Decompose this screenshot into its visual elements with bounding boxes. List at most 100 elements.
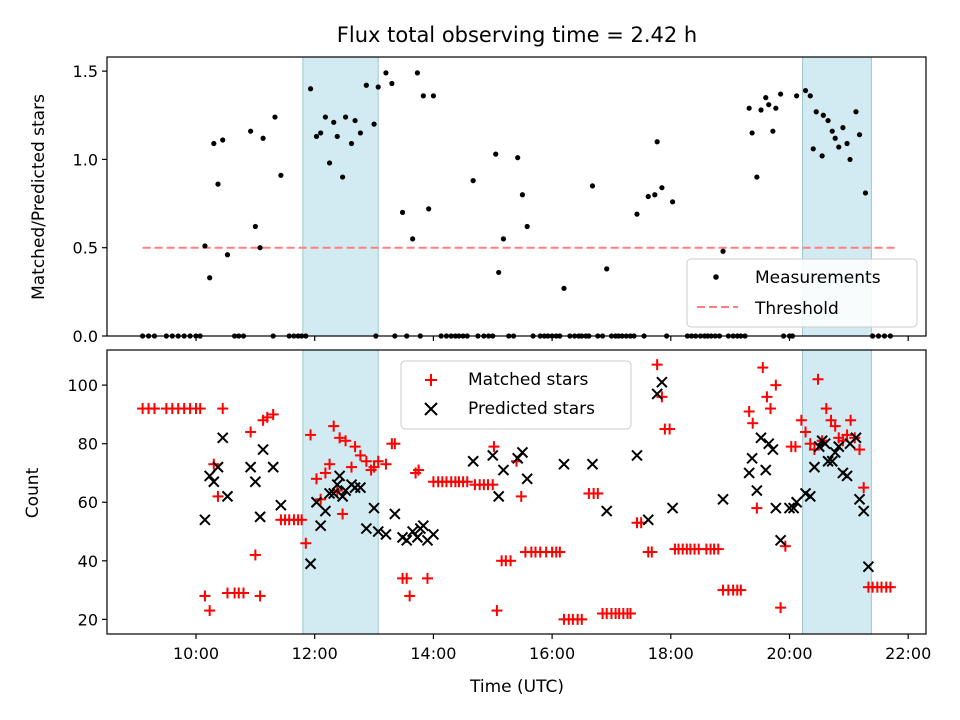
predicted-star-point bbox=[833, 440, 845, 453]
measurement-point bbox=[634, 211, 640, 217]
measurement-point bbox=[810, 146, 816, 152]
matched-star-point bbox=[841, 429, 853, 441]
matched-stars-points bbox=[137, 359, 896, 625]
matched-star-point bbox=[349, 441, 361, 453]
matched-star-point bbox=[249, 549, 261, 561]
predicted-star-point bbox=[199, 514, 211, 526]
predicted-star-point bbox=[411, 531, 424, 544]
matched-star-point bbox=[372, 455, 384, 467]
predicted-star-point bbox=[755, 432, 767, 444]
matched-star-point bbox=[261, 411, 273, 423]
predicted-star-point bbox=[319, 505, 332, 517]
predicted-star-point bbox=[267, 461, 279, 473]
measurement-point bbox=[645, 193, 651, 200]
legend-measurement-marker bbox=[713, 274, 719, 280]
matched-star-point bbox=[735, 584, 747, 596]
measurement-point bbox=[340, 174, 346, 180]
matched-star-point bbox=[217, 403, 229, 415]
predicted-star-point bbox=[642, 514, 654, 526]
legend-measurements-label: Measurements bbox=[755, 268, 881, 288]
top-y-tick-label: 1.0 bbox=[73, 150, 98, 169]
measurement-point bbox=[802, 87, 809, 94]
matched-star-point bbox=[820, 403, 832, 415]
matched-star-point bbox=[212, 490, 224, 502]
matched-star-point bbox=[380, 458, 392, 470]
measurement-point bbox=[519, 192, 526, 198]
matched-star-point bbox=[664, 423, 676, 435]
bottom-shaded-region-2 bbox=[802, 349, 872, 635]
matched-star-point bbox=[757, 362, 769, 374]
predicted-star-point bbox=[790, 496, 803, 508]
predicted-star-point bbox=[497, 464, 510, 476]
measurement-point bbox=[352, 117, 358, 124]
bottom-x-tick-label: 22:00 bbox=[885, 644, 931, 663]
bottom-x-tick-label: 10:00 bbox=[173, 644, 219, 663]
measurement-point bbox=[322, 114, 328, 120]
measurement-point bbox=[470, 178, 476, 184]
matched-star-point bbox=[765, 403, 777, 415]
predicted-star-point bbox=[257, 443, 269, 456]
matched-star-point bbox=[328, 420, 340, 432]
measurement-point bbox=[746, 105, 752, 111]
matched-star-point bbox=[354, 449, 366, 461]
measurement-point bbox=[524, 223, 530, 230]
measurement-point bbox=[326, 160, 333, 166]
top-y-tick-label: 0.5 bbox=[73, 239, 98, 258]
x-axis-label: Time (UTC) bbox=[469, 677, 564, 697]
matched-star-point bbox=[245, 426, 257, 438]
bottom-y-tick-label: 20 bbox=[78, 610, 98, 629]
measurement-point bbox=[252, 223, 258, 230]
measurement-point bbox=[749, 130, 755, 136]
measurement-point bbox=[770, 128, 776, 134]
matched-star-point bbox=[775, 602, 787, 614]
matched-star-point bbox=[747, 417, 759, 429]
matched-star-point bbox=[267, 408, 279, 420]
predicted-star-point bbox=[487, 449, 499, 462]
measurement-point bbox=[207, 275, 213, 281]
measurement-point bbox=[500, 236, 507, 242]
bottom-panel: 20 40 60 80 100 10:00 12:00 14:00 16:00 18:00 20:0… bbox=[23, 349, 931, 697]
matched-star-point bbox=[204, 605, 216, 617]
legend-predicted-label: Predicted stars bbox=[468, 399, 595, 419]
measurement-point bbox=[773, 105, 779, 111]
predicted-star-point bbox=[813, 440, 825, 453]
top-panel: 0.0 0.5 1.0 1.5 Matched/Predicted stars Mea… bbox=[29, 56, 927, 346]
predicted-star-point bbox=[751, 484, 763, 497]
matched-star-point bbox=[368, 461, 380, 473]
predicted-star-point bbox=[787, 502, 800, 514]
matched-star-point bbox=[795, 414, 807, 426]
predicted-star-point bbox=[208, 476, 220, 488]
measurement-point bbox=[807, 93, 813, 99]
predicted-star-point bbox=[829, 446, 841, 459]
matched-star-point bbox=[310, 473, 322, 485]
predicted-star-point bbox=[651, 388, 663, 400]
matched-star-point bbox=[829, 420, 841, 432]
bottom-x-tick-label: 14:00 bbox=[410, 644, 456, 663]
measurement-point bbox=[754, 174, 760, 180]
matched-star-point bbox=[199, 590, 211, 602]
measurement-point bbox=[813, 109, 819, 115]
legend-predicted-marker bbox=[424, 402, 438, 416]
top-legend: Measurements Threshold bbox=[686, 258, 918, 328]
bottom-axes: 20 40 60 80 100 10:00 12:00 14:00 16:00 18:00 20:0… bbox=[67, 349, 931, 663]
predicted-star-point bbox=[203, 470, 216, 482]
measurement-point bbox=[357, 130, 364, 136]
measurement-point bbox=[820, 112, 826, 118]
bottom-x-tick-label: 18:00 bbox=[648, 644, 694, 663]
matched-star-point bbox=[324, 458, 336, 470]
measurement-point bbox=[493, 151, 499, 157]
measurement-point bbox=[669, 199, 676, 205]
measurement-point bbox=[853, 109, 859, 115]
matched-star-point bbox=[825, 414, 837, 426]
predicted-star-point bbox=[304, 558, 317, 570]
predicted-star-point bbox=[389, 508, 401, 520]
predicted-star-point bbox=[360, 522, 373, 535]
measurement-point bbox=[654, 139, 660, 145]
predicted-star-point bbox=[819, 437, 831, 450]
matched-star-point bbox=[346, 461, 358, 473]
top-y-tick-label: 1.5 bbox=[73, 62, 98, 81]
bottom-x-tick-label: 16:00 bbox=[529, 644, 575, 663]
predicted-star-point bbox=[492, 490, 505, 503]
